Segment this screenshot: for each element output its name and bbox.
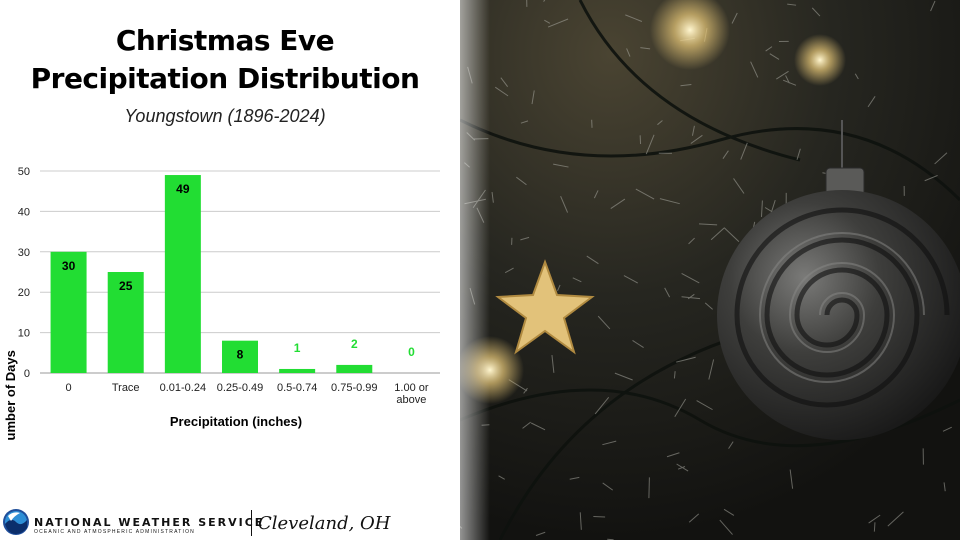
data-label: 2 <box>351 337 358 351</box>
data-label: 0 <box>408 345 415 359</box>
y-axis-label: Number of Days <box>3 350 18 440</box>
data-label: 1 <box>294 341 301 355</box>
bar <box>336 364 373 373</box>
x-tick-label: 0.25-0.49 <box>217 382 263 394</box>
bar-chart: 0102030405030025Trace490.01-0.2480.25-0.… <box>3 166 440 440</box>
bar <box>50 251 87 373</box>
y-tick-label: 40 <box>18 206 30 218</box>
y-tick-label: 30 <box>18 247 30 259</box>
x-tick-label: 0 <box>66 382 72 394</box>
subtitle: Youngstown (1896-2024) <box>124 106 326 126</box>
noaa-logo-icon <box>3 509 29 535</box>
page-title: Christmas Eve Precipitation Distribution <box>0 22 450 98</box>
x-tick-label: Trace <box>112 382 140 394</box>
x-axis-label: Precipitation (inches) <box>170 414 302 429</box>
x-tick-label: 0.75-0.99 <box>331 382 377 394</box>
bar <box>222 340 258 373</box>
bar <box>107 272 144 373</box>
title-line-1: Christmas Eve <box>115 24 335 57</box>
footer-divider <box>251 510 252 536</box>
christmas-tree-photo <box>460 0 960 540</box>
chart-panel: Christmas Eve Precipitation Distribution… <box>0 0 460 540</box>
bar <box>279 368 316 373</box>
x-tick-label: 0.5-0.74 <box>277 382 317 394</box>
x-tick-label: above <box>396 394 426 406</box>
title-line-2: Precipitation Distribution <box>30 62 420 95</box>
bar <box>164 175 201 373</box>
y-tick-label: 0 <box>24 368 30 380</box>
data-label: 25 <box>119 279 133 293</box>
footer: NATIONAL WEATHER SERVICE OCEANIC AND ATM… <box>0 505 460 540</box>
data-label: 8 <box>237 348 244 362</box>
office-name: Cleveland, OH <box>258 513 391 534</box>
nws-subtitle: OCEANIC AND ATMOSPHERIC ADMINISTRATION <box>34 529 195 535</box>
y-tick-label: 50 <box>18 166 30 178</box>
data-label: 30 <box>62 259 76 273</box>
x-tick-label: 1.00 or <box>394 382 429 394</box>
nws-wordmark: NATIONAL WEATHER SERVICE <box>34 516 265 529</box>
x-tick-label: 0.01-0.24 <box>160 382 206 394</box>
data-label: 49 <box>176 182 190 196</box>
y-tick-label: 20 <box>18 287 30 299</box>
y-tick-label: 10 <box>18 328 30 340</box>
